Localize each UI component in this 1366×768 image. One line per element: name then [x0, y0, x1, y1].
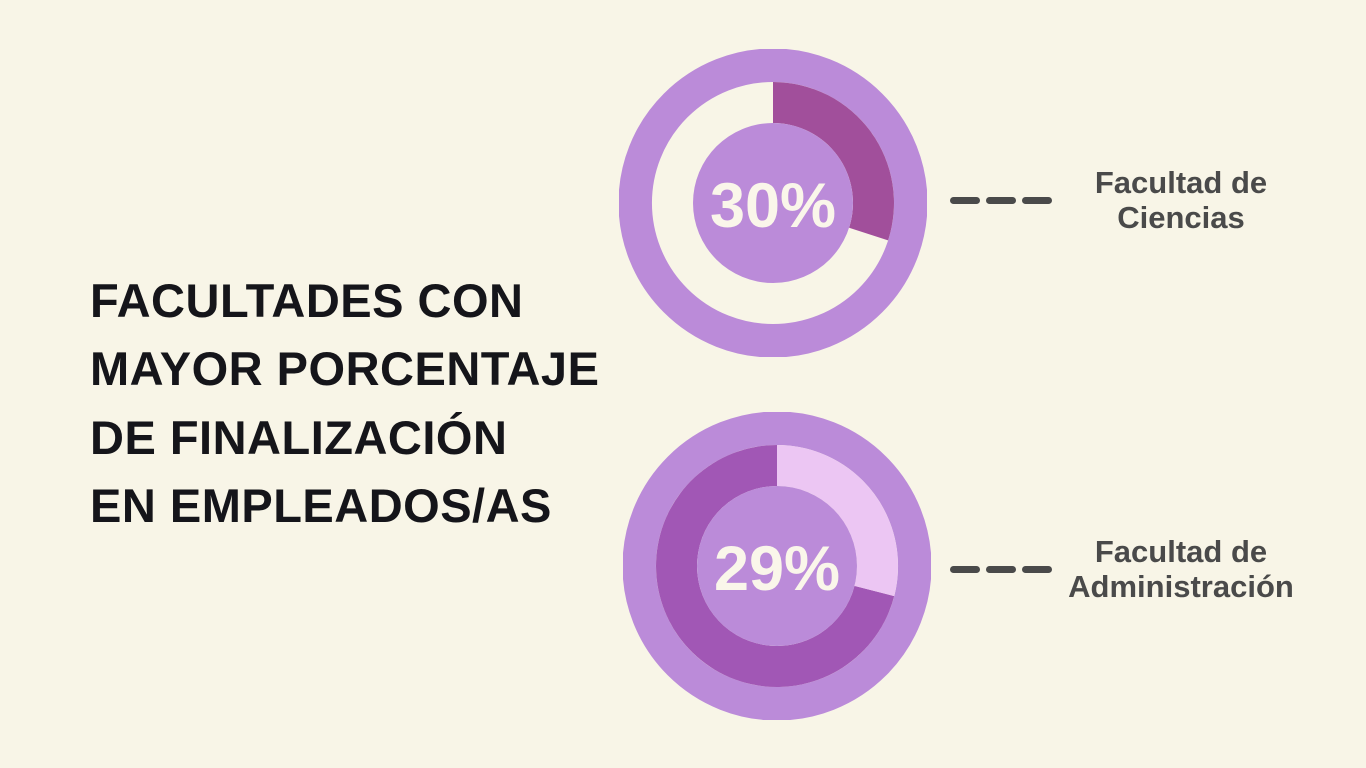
svg-text:30%: 30%: [710, 171, 836, 241]
svg-text:29%: 29%: [714, 534, 840, 604]
